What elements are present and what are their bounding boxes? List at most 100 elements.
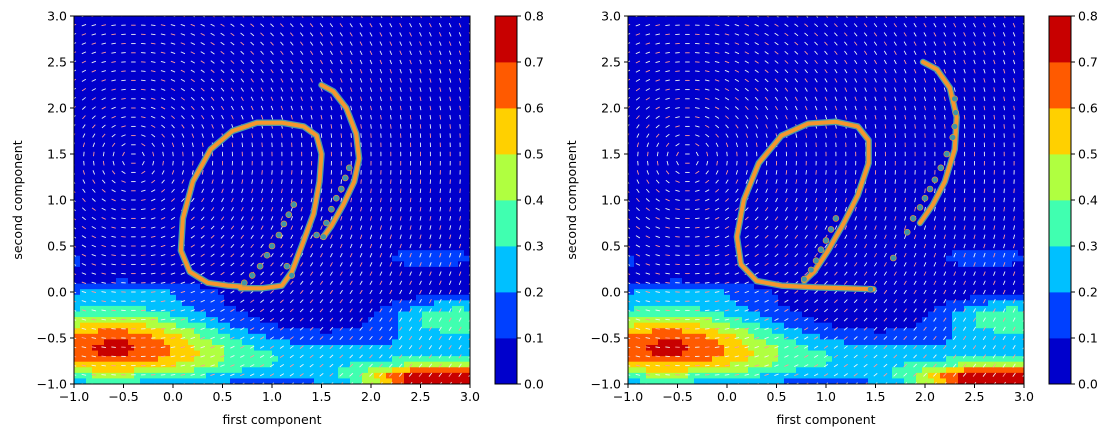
- contour-cell: [362, 211, 369, 217]
- contour-cell: [452, 351, 459, 357]
- contour-cell: [332, 267, 339, 273]
- contour-cell: [284, 200, 291, 206]
- contour-cell: [386, 55, 393, 61]
- contour-cell: [302, 206, 309, 212]
- contour-cell: [332, 339, 339, 345]
- contour-cell: [302, 200, 309, 206]
- contour-cell: [104, 144, 111, 150]
- contour-cell: [110, 362, 117, 368]
- contour-cell: [302, 116, 309, 122]
- contour-cell: [392, 61, 399, 67]
- contour-cell: [134, 139, 141, 145]
- contour-cell: [332, 122, 339, 128]
- contour-cell: [224, 178, 231, 184]
- contour-cell: [206, 245, 213, 251]
- contour-cell: [164, 261, 171, 267]
- contour-cell: [338, 16, 345, 22]
- contour-cell: [368, 155, 375, 161]
- contour-cell: [212, 61, 219, 67]
- contour-cell: [194, 16, 201, 22]
- contour-cell: [374, 161, 381, 167]
- contour-cell: [290, 300, 297, 306]
- contour-cell: [254, 150, 261, 156]
- contour-cell: [392, 256, 399, 262]
- contour-cell: [344, 155, 351, 161]
- contour-cell: [434, 267, 441, 273]
- contour-cell: [446, 122, 453, 128]
- contour-cell: [272, 367, 279, 373]
- contour-cell: [416, 328, 423, 334]
- contour-cell: [206, 334, 213, 340]
- contour-cell: [74, 139, 81, 145]
- contour-cell: [104, 228, 111, 234]
- contour-cell: [80, 172, 87, 178]
- contour-cell: [92, 367, 99, 373]
- contour-cell: [458, 200, 465, 206]
- contour-cell: [176, 83, 183, 89]
- contour-cell: [344, 55, 351, 61]
- contour-cell: [146, 211, 153, 217]
- contour-cell: [290, 72, 297, 78]
- contour-cell: [392, 55, 399, 61]
- contour-cell: [170, 367, 177, 373]
- contour-cell: [116, 155, 123, 161]
- contour-cell: [434, 261, 441, 267]
- contour-cell: [374, 128, 381, 134]
- contour-cell: [140, 72, 147, 78]
- contour-cell: [104, 312, 111, 318]
- contour-cell: [272, 256, 279, 262]
- contour-cell: [128, 256, 135, 262]
- contour-cell: [422, 172, 429, 178]
- contour-cell: [146, 267, 153, 273]
- contour-cell: [86, 61, 93, 67]
- contour-cell: [134, 362, 141, 368]
- contour-cell: [104, 128, 111, 134]
- contour-cell: [458, 211, 465, 217]
- contour-cell: [128, 178, 135, 184]
- contour-cell: [344, 323, 351, 329]
- contour-cell: [134, 189, 141, 195]
- contour-cell: [440, 328, 447, 334]
- contour-cell: [338, 27, 345, 33]
- contour-cell: [230, 339, 237, 345]
- contour-cell: [146, 345, 153, 351]
- quiver-arrow: [111, 301, 115, 302]
- contour-cell: [86, 233, 93, 239]
- contour-cell: [86, 111, 93, 117]
- contour-cell: [302, 133, 309, 139]
- contour-cell: [410, 367, 417, 373]
- contour-cell: [446, 228, 453, 234]
- contour-cell: [314, 22, 321, 28]
- contour-cell: [128, 200, 135, 206]
- contour-cell: [218, 161, 225, 167]
- contour-cell: [224, 334, 231, 340]
- contour-cell: [374, 44, 381, 50]
- contour-cell: [350, 256, 357, 262]
- contour-cell: [458, 33, 465, 39]
- contour-cell: [128, 183, 135, 189]
- contour-cell: [302, 256, 309, 262]
- contour-cell: [452, 94, 459, 100]
- contour-cell: [134, 312, 141, 318]
- contour-cell: [290, 284, 297, 290]
- contour-cell: [242, 200, 249, 206]
- contour-cell: [362, 161, 369, 167]
- contour-cell: [146, 66, 153, 72]
- contour-cell: [116, 16, 123, 22]
- quiver-arrow: [111, 319, 115, 320]
- contour-cell: [98, 323, 105, 329]
- contour-cell: [392, 339, 399, 345]
- contour-cell: [362, 222, 369, 228]
- contour-cell: [212, 289, 219, 295]
- contour-cell: [182, 155, 189, 161]
- contour-cell: [290, 111, 297, 117]
- contour-cell: [170, 139, 177, 145]
- contour-cell: [140, 362, 147, 368]
- contour-cell: [452, 339, 459, 345]
- contour-cell: [374, 139, 381, 145]
- contour-cell: [452, 256, 459, 262]
- contour-cell: [212, 373, 219, 379]
- contour-cell: [452, 289, 459, 295]
- contour-cell: [230, 27, 237, 33]
- contour-cell: [236, 183, 243, 189]
